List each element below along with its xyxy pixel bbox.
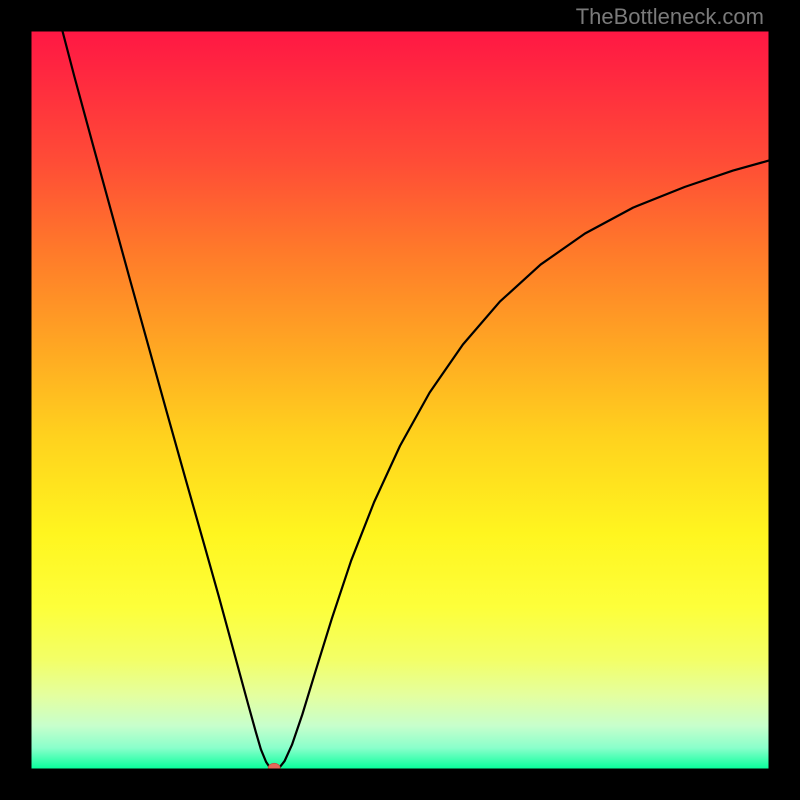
bottleneck-chart	[0, 0, 800, 800]
watermark-text: TheBottleneck.com	[576, 4, 764, 30]
plot-area	[30, 30, 770, 772]
gradient-background	[30, 30, 770, 770]
